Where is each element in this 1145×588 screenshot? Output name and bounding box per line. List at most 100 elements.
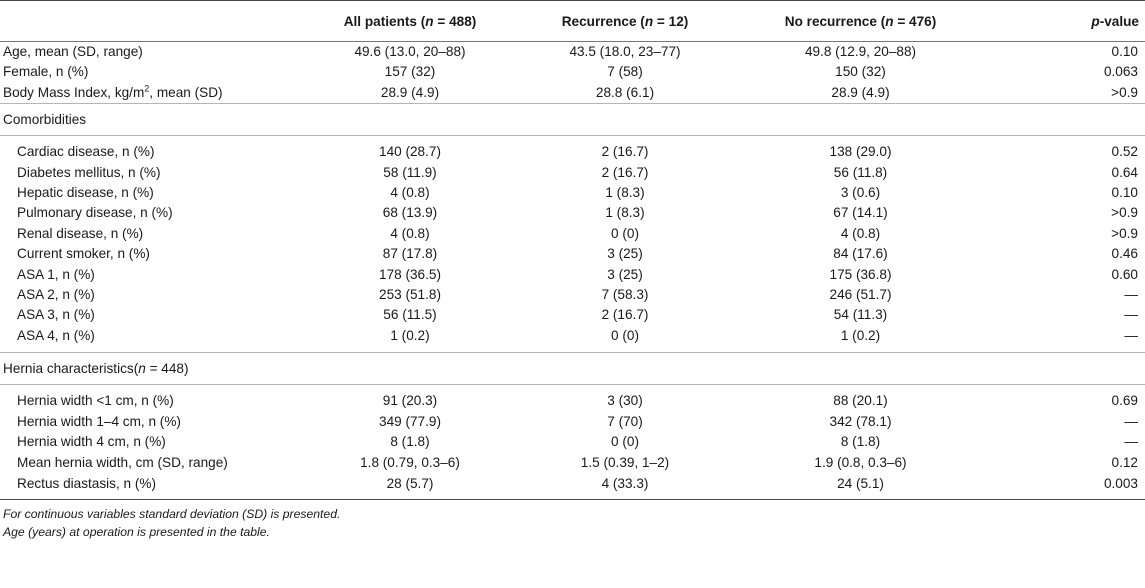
cell-all: 8 (1.8) bbox=[390, 434, 430, 450]
row-label: Hernia width <1 cm, n (%) bbox=[17, 393, 174, 409]
table-row: ASA 2, n (%) 253 (51.8) 7 (58.3) 246 (51.7)… bbox=[0, 285, 1145, 305]
row-label: Rectus diastasis, n (%) bbox=[0, 472, 306, 500]
cell-no-recurrence: 246 (51.7) bbox=[829, 287, 892, 303]
cell-p-value: — bbox=[1124, 327, 1138, 343]
cell-no-recurrence: 150 (32) bbox=[835, 64, 886, 80]
cell-no-recurrence: 67 (14.1) bbox=[833, 205, 888, 221]
cell-recurrence: 3 (25) bbox=[607, 246, 643, 262]
cell-all: 140 (28.7) bbox=[379, 144, 441, 160]
table-row: Diabetes mellitus, n (%) 58 (11.9) 2 (16.7… bbox=[0, 163, 1145, 183]
cell-no-recurrence: 8 (1.8) bbox=[840, 434, 881, 450]
cell-recurrence: 7 (58) bbox=[607, 64, 643, 80]
cell-p-value: 0.64 bbox=[1111, 164, 1138, 180]
cell-no-recurrence: 54 (11.3) bbox=[833, 307, 888, 323]
cell-all: 157 (32) bbox=[384, 64, 436, 80]
cell-no-recurrence: 175 (36.8) bbox=[829, 266, 892, 282]
cell-all: 87 (17.8) bbox=[382, 246, 438, 262]
header-row: All patients (n = 488) Recurrence (n = 1… bbox=[0, 0, 1145, 42]
cell-p-value: — bbox=[1124, 413, 1138, 429]
cell-all: 4 (0.8) bbox=[390, 185, 430, 201]
cell-recurrence: 3 (25) bbox=[607, 266, 643, 282]
cell-all: 178 (36.5) bbox=[379, 266, 441, 282]
cell-no-recurrence: 1 (0.2) bbox=[840, 327, 881, 343]
cell-p-value: 0.063 bbox=[1103, 64, 1138, 80]
comorbidities-rows: Cardiac disease, n (%) 140 (28.7) 2 (16.7)… bbox=[0, 142, 1145, 346]
table-row: Hernia width <1 cm, n (%) 91 (20.3) 3 (30)… bbox=[0, 391, 1145, 411]
row-label: Renal disease, n (%) bbox=[17, 225, 144, 241]
cell-no-recurrence: 4 (0.8) bbox=[840, 225, 881, 241]
row-label: Mean hernia width, cm (SD, range) bbox=[17, 454, 228, 470]
row-label: ASA 4, n (%) bbox=[17, 327, 95, 343]
cell-p-value: >0.9 bbox=[1111, 84, 1138, 100]
row-label: Age, mean (SD, range) bbox=[3, 44, 143, 59]
table-row: Rectus diastasis, n (%) 28 (5.7) 4 (33.3) 2… bbox=[0, 472, 1145, 500]
hernia-rows: Hernia width <1 cm, n (%) 91 (20.3) 3 (30)… bbox=[0, 391, 1145, 500]
row-label: Hepatic disease, n (%) bbox=[17, 185, 154, 201]
cell-recurrence: 0 (0) bbox=[611, 434, 639, 450]
table-figure: All patients (n = 488) Recurrence (n = 1… bbox=[0, 0, 1145, 539]
cell-recurrence: 7 (58.3) bbox=[601, 287, 649, 303]
section-header-comorbidities: Comorbidities bbox=[0, 103, 1145, 137]
row-label: Current smoker, n (%) bbox=[17, 246, 150, 262]
table-row: Female, n (%) 157 (32) 7 (58) 150 (32) 0… bbox=[0, 62, 1145, 82]
cell-p-value: 0.12 bbox=[1111, 454, 1138, 470]
cell-all: 28.9 (4.9) bbox=[380, 84, 440, 100]
cell-recurrence: 0 (0) bbox=[611, 225, 639, 241]
header-recurrence: Recurrence (n = 12) bbox=[514, 0, 736, 42]
cell-recurrence: 1 (8.3) bbox=[605, 205, 645, 221]
table-row: ASA 3, n (%) 56 (11.5) 2 (16.7) 54 (11.3) — bbox=[0, 305, 1145, 325]
cell-all: 1 (0.2) bbox=[390, 327, 430, 343]
cell-all: 49.6 (13.0, 20–88) bbox=[354, 44, 466, 59]
table-row: Age, mean (SD, range) 49.6 (13.0, 20–88)… bbox=[0, 42, 1145, 63]
cell-p-value: 0.10 bbox=[1111, 185, 1138, 201]
table-row: Hernia width 1–4 cm, n (%) 349 (77.9) 7 (7… bbox=[0, 412, 1145, 432]
cell-all: 4 (0.8) bbox=[390, 225, 430, 241]
row-label: Diabetes mellitus, n (%) bbox=[17, 164, 161, 180]
cell-p-value: 0.69 bbox=[1111, 393, 1138, 409]
cell-recurrence: 7 (70) bbox=[607, 413, 643, 429]
cell-recurrence: 1 (8.3) bbox=[605, 185, 645, 201]
cell-all: 91 (20.3) bbox=[382, 393, 438, 409]
cell-all: 28 (5.7) bbox=[306, 472, 514, 500]
cell-recurrence: 3 (30) bbox=[607, 393, 643, 409]
footnote: Age (years) at operation is presented in… bbox=[3, 524, 270, 539]
cell-no-recurrence: 28.9 (4.9) bbox=[831, 84, 890, 100]
table-row: ASA 1, n (%) 178 (36.5) 3 (25) 175 (36.8) 0.… bbox=[0, 265, 1145, 285]
cell-no-recurrence: 88 (20.1) bbox=[833, 393, 888, 409]
header-blank bbox=[0, 0, 306, 42]
cell-recurrence: 28.8 (6.1) bbox=[595, 84, 655, 100]
row-label: Hernia width 1–4 cm, n (%) bbox=[17, 413, 181, 429]
cell-no-recurrence: 138 (29.0) bbox=[829, 144, 892, 160]
header-all-patients: All patients (n = 488) bbox=[306, 0, 514, 42]
cell-p-value: — bbox=[1124, 434, 1138, 450]
row-label: Hernia width 4 cm, n (%) bbox=[17, 434, 166, 450]
section-title: Comorbidities bbox=[0, 103, 1145, 137]
table-row: Body Mass Index, kg/m2, mean (SD) 28.9 (… bbox=[0, 83, 1145, 104]
cell-recurrence: 2 (16.7) bbox=[601, 144, 649, 160]
table-row: Cardiac disease, n (%) 140 (28.7) 2 (16.7)… bbox=[0, 142, 1145, 162]
patient-characteristics-table: All patients (n = 488) Recurrence (n = 1… bbox=[0, 0, 1145, 500]
cell-no-recurrence: 1.9 (0.8, 0.3–6) bbox=[814, 454, 907, 470]
cell-p-value: 0.60 bbox=[1111, 266, 1138, 282]
row-label: ASA 2, n (%) bbox=[17, 287, 95, 303]
cell-p-value: >0.9 bbox=[1111, 225, 1138, 241]
cell-p-value: 0.46 bbox=[1111, 246, 1138, 262]
cell-p-value: 0.52 bbox=[1111, 144, 1138, 160]
section-header-hernia: Hernia characteristics(n = 448) bbox=[0, 352, 1145, 386]
section-title: Hernia characteristics(n = 448) bbox=[0, 352, 1145, 386]
cell-no-recurrence: 3 (0.6) bbox=[840, 185, 881, 201]
cell-p-value: 0.10 bbox=[1111, 44, 1138, 59]
cell-recurrence: 1.5 (0.39, 1–2) bbox=[580, 454, 670, 470]
table-row: Current smoker, n (%) 87 (17.8) 3 (25) 84 (… bbox=[0, 244, 1145, 264]
cell-recurrence: 43.5 (18.0, 23–77) bbox=[569, 44, 681, 59]
header-no-recurrence: No recurrence (n = 476) bbox=[736, 0, 985, 42]
row-label: Cardiac disease, n (%) bbox=[17, 144, 155, 160]
table-row: ASA 4, n (%) 1 (0.2) 0 (0) 1 (0.2) — bbox=[0, 326, 1145, 346]
cell-p-value: — bbox=[1124, 307, 1138, 323]
cell-p-value: >0.9 bbox=[1111, 205, 1138, 221]
cell-p-value: — bbox=[1124, 287, 1138, 303]
row-label: ASA 3, n (%) bbox=[17, 307, 95, 323]
row-label: ASA 1, n (%) bbox=[17, 266, 95, 282]
cell-all: 58 (11.9) bbox=[383, 164, 437, 180]
row-label: Body Mass Index, kg/m2, mean (SD) bbox=[3, 83, 223, 100]
